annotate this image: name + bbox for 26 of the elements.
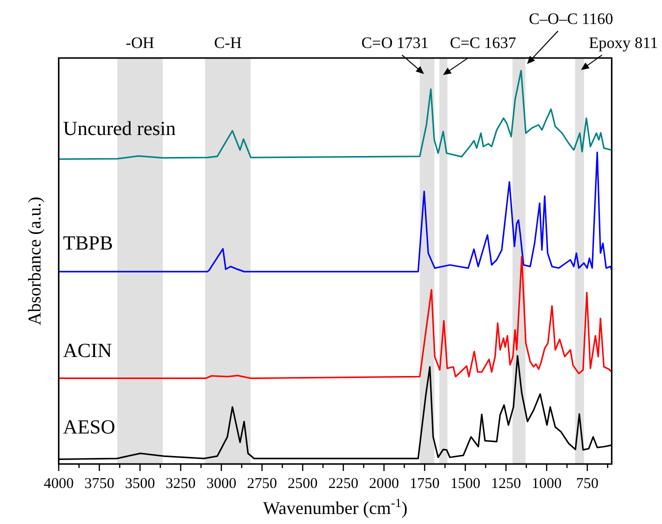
x-tick-label: 750 bbox=[576, 476, 599, 492]
series-label: ACIN bbox=[63, 340, 112, 362]
x-tick-label: 2750 bbox=[247, 476, 278, 492]
series-label: TBPB bbox=[63, 232, 114, 255]
x-tick-label: 2000 bbox=[368, 476, 399, 492]
x-tick-label: 2250 bbox=[328, 476, 358, 492]
x-axis-title: Wavenumber (cm$^{-1}$) bbox=[262, 496, 408, 518]
x-tick-label: 4000 bbox=[44, 476, 74, 492]
text: C-H bbox=[214, 35, 242, 52]
y-axis-title: Absorbance (a.u.) bbox=[24, 196, 45, 326]
x-tick-label: 1750 bbox=[410, 476, 440, 492]
x-tick-label: 1000 bbox=[532, 476, 562, 492]
series-label: AESO bbox=[63, 416, 116, 438]
x-tick-label: 2500 bbox=[288, 476, 318, 492]
text: Epoxy 811 bbox=[588, 35, 658, 52]
series-label: Uncured resin bbox=[63, 118, 176, 140]
x-tick-label: 3250 bbox=[166, 476, 196, 492]
x-tick-label: 3000 bbox=[206, 476, 236, 492]
x-tick-label: 1250 bbox=[490, 476, 521, 492]
x-tick-label: 3750 bbox=[84, 476, 114, 492]
text: C–O–C 1160 bbox=[528, 11, 614, 28]
text: C=C 1637 bbox=[450, 35, 516, 52]
text: C=O 1731 bbox=[361, 35, 429, 52]
x-tick-label: 1500 bbox=[450, 476, 480, 492]
x-tick-label: 3500 bbox=[125, 476, 156, 492]
text: -OH bbox=[126, 35, 155, 52]
